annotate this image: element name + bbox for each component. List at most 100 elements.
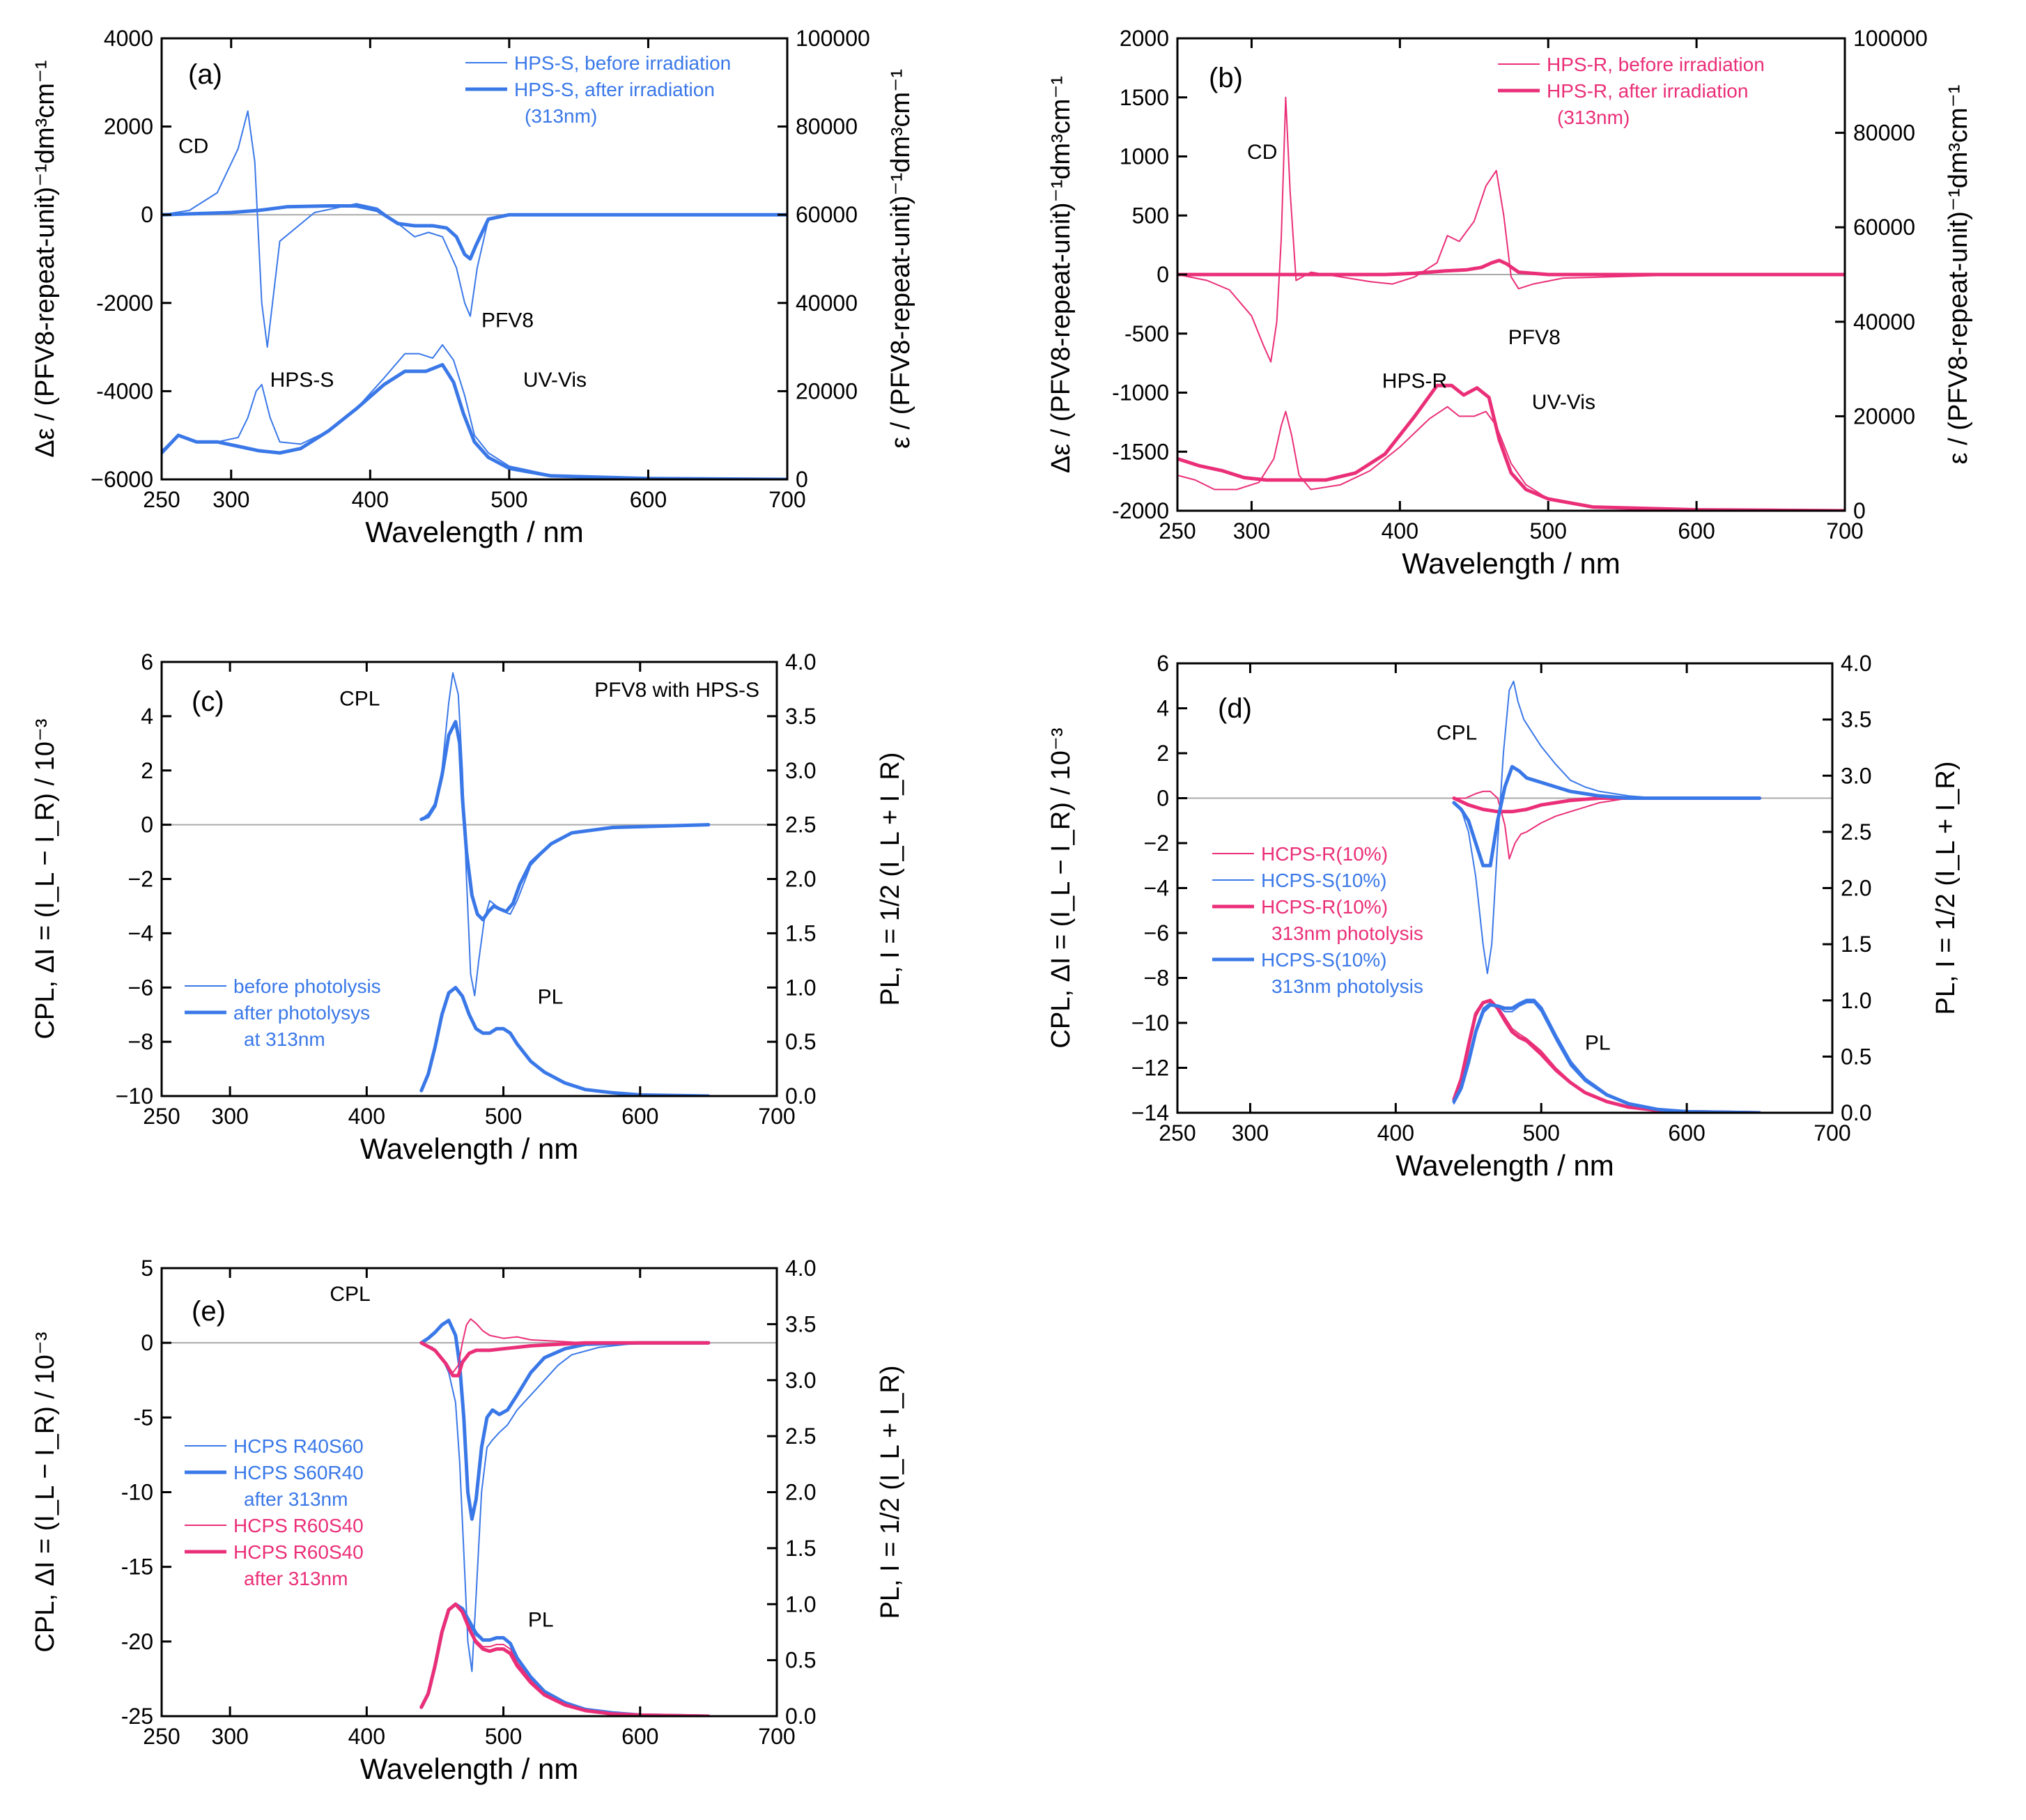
y-tick-label-right: 2.0 (1841, 876, 1871, 901)
annotation-label: PL (1585, 1032, 1611, 1055)
x-tick-label: 700 (1814, 1120, 1850, 1146)
annotation-label: PL (528, 1608, 554, 1631)
y-tick-label-left: −14 (1131, 1100, 1169, 1125)
y-tick-label-right: 4.0 (785, 649, 816, 674)
legend: HPS-S, before irradiation HPS-S, after ir… (465, 52, 731, 127)
legend: HPS-R, before irradiation HPS-R, after ir… (1498, 54, 1765, 128)
y-tick-label-right: 0.5 (1841, 1044, 1871, 1069)
y-tick-label-left: 5 (141, 1256, 153, 1281)
y-tick-label-right: 40000 (1853, 309, 1915, 334)
legend: HCPS-R(10%) HCPS-S(10%) HCPS-R(10%) 313nm p… (1212, 843, 1423, 997)
y-tick-label-right: 20000 (796, 378, 858, 403)
y-tick-label-left: -500 (1124, 321, 1169, 346)
legend-label: HPS-R, after irradiation (1547, 80, 1748, 102)
panel-label: (d) (1218, 693, 1252, 724)
y-tick-label-left: 0 (141, 812, 153, 838)
legend-label: 313nm photolysis (1271, 923, 1423, 944)
series-line-1 (419, 720, 711, 922)
y-tick-label-right: 1.5 (785, 920, 816, 946)
x-tick-label: 300 (1232, 1120, 1269, 1146)
y-tick-label-left: −2 (128, 867, 153, 892)
y-tick-label-right: 3.0 (785, 758, 816, 783)
legend-label: 313nm photolysis (1271, 975, 1423, 997)
y-tick-label-left: −4 (1144, 876, 1169, 901)
y-tick-label-left: 2 (141, 758, 153, 783)
series-line-3 (419, 1341, 711, 1378)
x-tick-label: 400 (348, 1724, 385, 1749)
y-tick-label-right: 3.5 (785, 1311, 816, 1336)
x-tick-label: 250 (143, 1104, 180, 1129)
y-axis-title-right: PL, I = 1/2 (I_L + I_R) (1931, 761, 1961, 1015)
legend: HCPS R40S60 HCPS S60R40 after 313nm HCPS R6… (185, 1435, 364, 1589)
y-tick-label-left: -10 (121, 1480, 153, 1505)
y-tick-label-left: −10 (1131, 1010, 1169, 1035)
y-tick-label-right: 20000 (1853, 403, 1915, 429)
x-tick-label: 500 (1523, 1120, 1560, 1146)
legend: before photolysis after photolysys at 313n… (185, 975, 381, 1050)
plot-frame (160, 37, 789, 481)
legend-label: HCPS R60S40 (233, 1515, 364, 1536)
x-axis-title: Wavelength / nm (360, 1752, 579, 1785)
legend-label: HCPS-S(10%) (1261, 949, 1386, 971)
y-tick-label-left: 4000 (104, 26, 153, 51)
series-line-1 (162, 204, 787, 261)
y-tick-label-right: 60000 (1853, 215, 1915, 240)
x-tick-label: 400 (352, 487, 389, 512)
x-tick-label: 300 (212, 487, 249, 512)
y-tick-label-right: 2.5 (785, 812, 816, 838)
y-tick-label-left: −8 (128, 1029, 153, 1054)
annotation-label: CPL (1437, 722, 1477, 745)
legend-label: at 313nm (244, 1028, 325, 1050)
y-axis-title-right: ε / (PFV8-repeat-unit)⁻¹dm³cm⁻¹ (886, 69, 915, 449)
title-note: PFV8 with HPS-S (594, 679, 759, 702)
y-tick-label-left: 6 (1157, 651, 1169, 676)
y-axis-title-right: PL, I = 1/2 (I_L + I_R) (876, 1365, 905, 1619)
x-tick-label: 400 (1377, 1120, 1414, 1146)
y-tick-label-left: 0 (141, 1330, 153, 1355)
legend-label: after 313nm (244, 1488, 348, 1510)
y-tick-label-left: -5 (134, 1405, 153, 1430)
y-tick-label-right: 100000 (1853, 26, 1928, 51)
series-line-7 (1452, 998, 1762, 1113)
series-line-1 (1453, 680, 1761, 974)
series-group (1452, 680, 1762, 1113)
series-line-3 (162, 362, 787, 479)
x-tick-label: 300 (1233, 518, 1270, 543)
legend-label: (313nm) (1557, 107, 1630, 128)
y-tick-label-left: −8 (1144, 966, 1169, 991)
y-tick-label-right: 100000 (796, 26, 870, 51)
y-tick-label-left: -1500 (1112, 439, 1169, 464)
chart-panel-d: 250 300 400 500 600 700 6 4 2 0 −2 −4 −6 −8 −10 −12 −14 0… (1046, 651, 1961, 1182)
y-tick-label-right: 1.5 (785, 1536, 816, 1561)
y-tick-label-right: 80000 (796, 114, 858, 139)
legend-label: HCPS-S(10%) (1261, 870, 1386, 891)
chart-panel-a: 250 300 400 500 600 700400020000-2000-4000−60… (31, 26, 915, 548)
x-tick-label: 600 (621, 1724, 658, 1749)
legend-label: (313nm) (525, 105, 597, 127)
panel-label: (c) (192, 686, 224, 717)
y-tick-label-left: 0 (1157, 786, 1169, 811)
y-tick-label-right: 3.0 (785, 1368, 816, 1393)
y-tick-label-left: 1500 (1120, 85, 1169, 110)
series-line-1 (1177, 259, 1845, 277)
y-tick-label-right: 0.0 (1841, 1100, 1871, 1125)
legend-label: HPS-S, before irradiation (514, 52, 731, 74)
y-tick-label-right: 1.0 (1841, 988, 1871, 1013)
series-group (162, 110, 787, 479)
y-tick-label-left: −6 (1144, 920, 1169, 946)
y-tick-label-right: 60000 (796, 202, 858, 227)
y-tick-label-left: −6 (128, 975, 153, 1000)
y-tick-label-left: -15 (121, 1555, 153, 1580)
y-tick-label-right: 4.0 (785, 1256, 816, 1281)
x-tick-label: 700 (768, 487, 805, 512)
y-tick-label-right: 2.0 (785, 1480, 816, 1505)
y-tick-label-left: 2000 (104, 114, 153, 139)
y-axis-title-left: Δε / (PFV8-repeat-unit)⁻¹dm³cm⁻¹ (1046, 76, 1076, 473)
x-tick-label: 300 (211, 1724, 248, 1749)
annotation-label: PL (538, 986, 564, 1009)
annotation-label: PFV8 (481, 309, 534, 332)
y-tick-label-right: 0 (1853, 498, 1866, 523)
legend-label: HCPS-R(10%) (1261, 843, 1388, 865)
series-line-6 (1452, 998, 1762, 1113)
legend-label: HPS-R, before irradiation (1547, 54, 1765, 75)
